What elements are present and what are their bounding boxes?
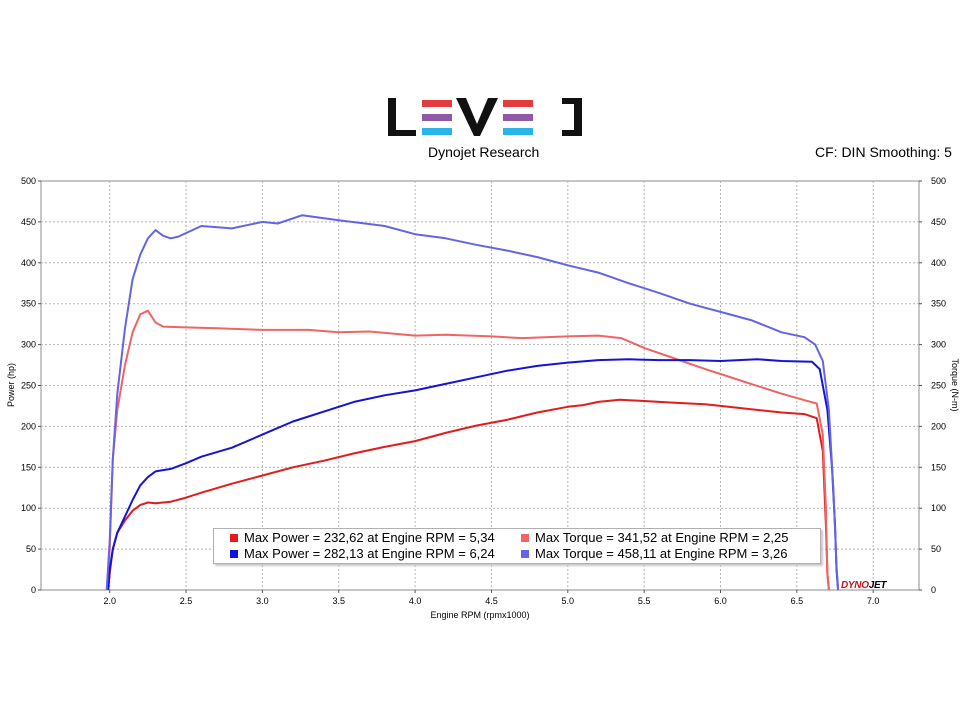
y-tick-label: 250 <box>21 381 36 391</box>
legend-label: Max Power = 232,62 at Engine RPM = 5,34 <box>244 530 495 545</box>
y2-tick-label: 100 <box>931 503 946 513</box>
y-tick-label: 400 <box>21 258 36 268</box>
y2-tick-label: 250 <box>931 381 946 391</box>
x-tick-label: 5.0 <box>562 596 575 606</box>
y-tick-label: 100 <box>21 503 36 513</box>
correction-settings: CF: DIN Smoothing: 5 <box>815 144 952 160</box>
chart-legend: Max Power = 232,62 at Engine RPM = 5,34 … <box>213 528 821 564</box>
x-tick-label: 6.0 <box>714 596 727 606</box>
legend-item: Max Torque = 341,52 at Engine RPM = 2,25 <box>521 530 788 546</box>
x-axis-ticks: 2.0 2.5 3.0 3.5 4.0 4.5 5.0 5.5 6.0 6.5 7.0 <box>103 590 879 606</box>
y-axis-label-left: Power (hp) <box>6 363 16 407</box>
y-tick-label: 500 <box>21 176 36 186</box>
y-tick-label: 50 <box>26 544 36 554</box>
x-tick-label: 2.5 <box>180 596 193 606</box>
legend-item: Max Power = 232,62 at Engine RPM = 5,34 <box>230 530 495 546</box>
legend-label: Max Torque = 458,11 at Engine RPM = 3,26 <box>535 546 788 561</box>
legend-item: Max Torque = 458,11 at Engine RPM = 3,26 <box>521 546 787 562</box>
left-axis-ticks: 0 50 100 150 200 250 300 350 400 450 500 <box>21 176 41 595</box>
x-tick-label: 4.5 <box>485 596 498 606</box>
y-tick-label: 350 <box>21 299 36 309</box>
x-tick-label: 7.0 <box>867 596 880 606</box>
x-tick-label: 3.5 <box>332 596 345 606</box>
level-logo <box>386 94 586 138</box>
legend-swatch <box>230 534 238 542</box>
x-tick-label: 2.0 <box>103 596 116 606</box>
y-tick-label: 450 <box>21 217 36 227</box>
plot-area <box>40 180 920 591</box>
series-line <box>107 358 840 591</box>
y2-tick-label: 0 <box>931 585 936 595</box>
y-tick-label: 150 <box>21 462 36 472</box>
x-tick-label: 3.0 <box>256 596 269 606</box>
y2-tick-label: 200 <box>931 421 946 431</box>
y2-tick-label: 450 <box>931 217 946 227</box>
series-line <box>107 398 830 591</box>
series-line <box>105 309 830 591</box>
y-axis-label-right: Torque (N-m) <box>950 358 960 411</box>
y2-tick-label: 400 <box>931 258 946 268</box>
x-axis-label: Engine RPM (rpmx1000) <box>430 610 529 620</box>
series-lines <box>105 214 840 591</box>
y2-tick-label: 50 <box>931 544 941 554</box>
y2-tick-label: 300 <box>931 340 946 350</box>
legend-swatch <box>521 550 529 558</box>
y2-tick-label: 150 <box>931 462 946 472</box>
series-line <box>105 214 840 591</box>
chart-subtitle: Dynojet Research <box>428 144 540 160</box>
right-axis-ticks: 0 50 100 150 200 250 300 350 400 450 500 <box>919 176 946 595</box>
x-tick-label: 4.0 <box>409 596 422 606</box>
y-tick-label: 300 <box>21 340 36 350</box>
legend-swatch <box>521 534 529 542</box>
legend-item: Max Power = 282,13 at Engine RPM = 6,24 <box>230 546 495 562</box>
y2-tick-label: 350 <box>931 299 946 309</box>
y-tick-label: 200 <box>21 421 36 431</box>
x-tick-label: 6.5 <box>791 596 804 606</box>
dynojet-logo: DYNOJET <box>841 580 887 591</box>
legend-swatch <box>230 550 238 558</box>
y-tick-label: 0 <box>31 585 36 595</box>
legend-label: Max Power = 282,13 at Engine RPM = 6,24 <box>244 546 495 561</box>
y2-tick-label: 500 <box>931 176 946 186</box>
legend-label: Max Torque = 341,52 at Engine RPM = 2,25 <box>535 530 789 545</box>
x-tick-label: 5.5 <box>638 596 651 606</box>
